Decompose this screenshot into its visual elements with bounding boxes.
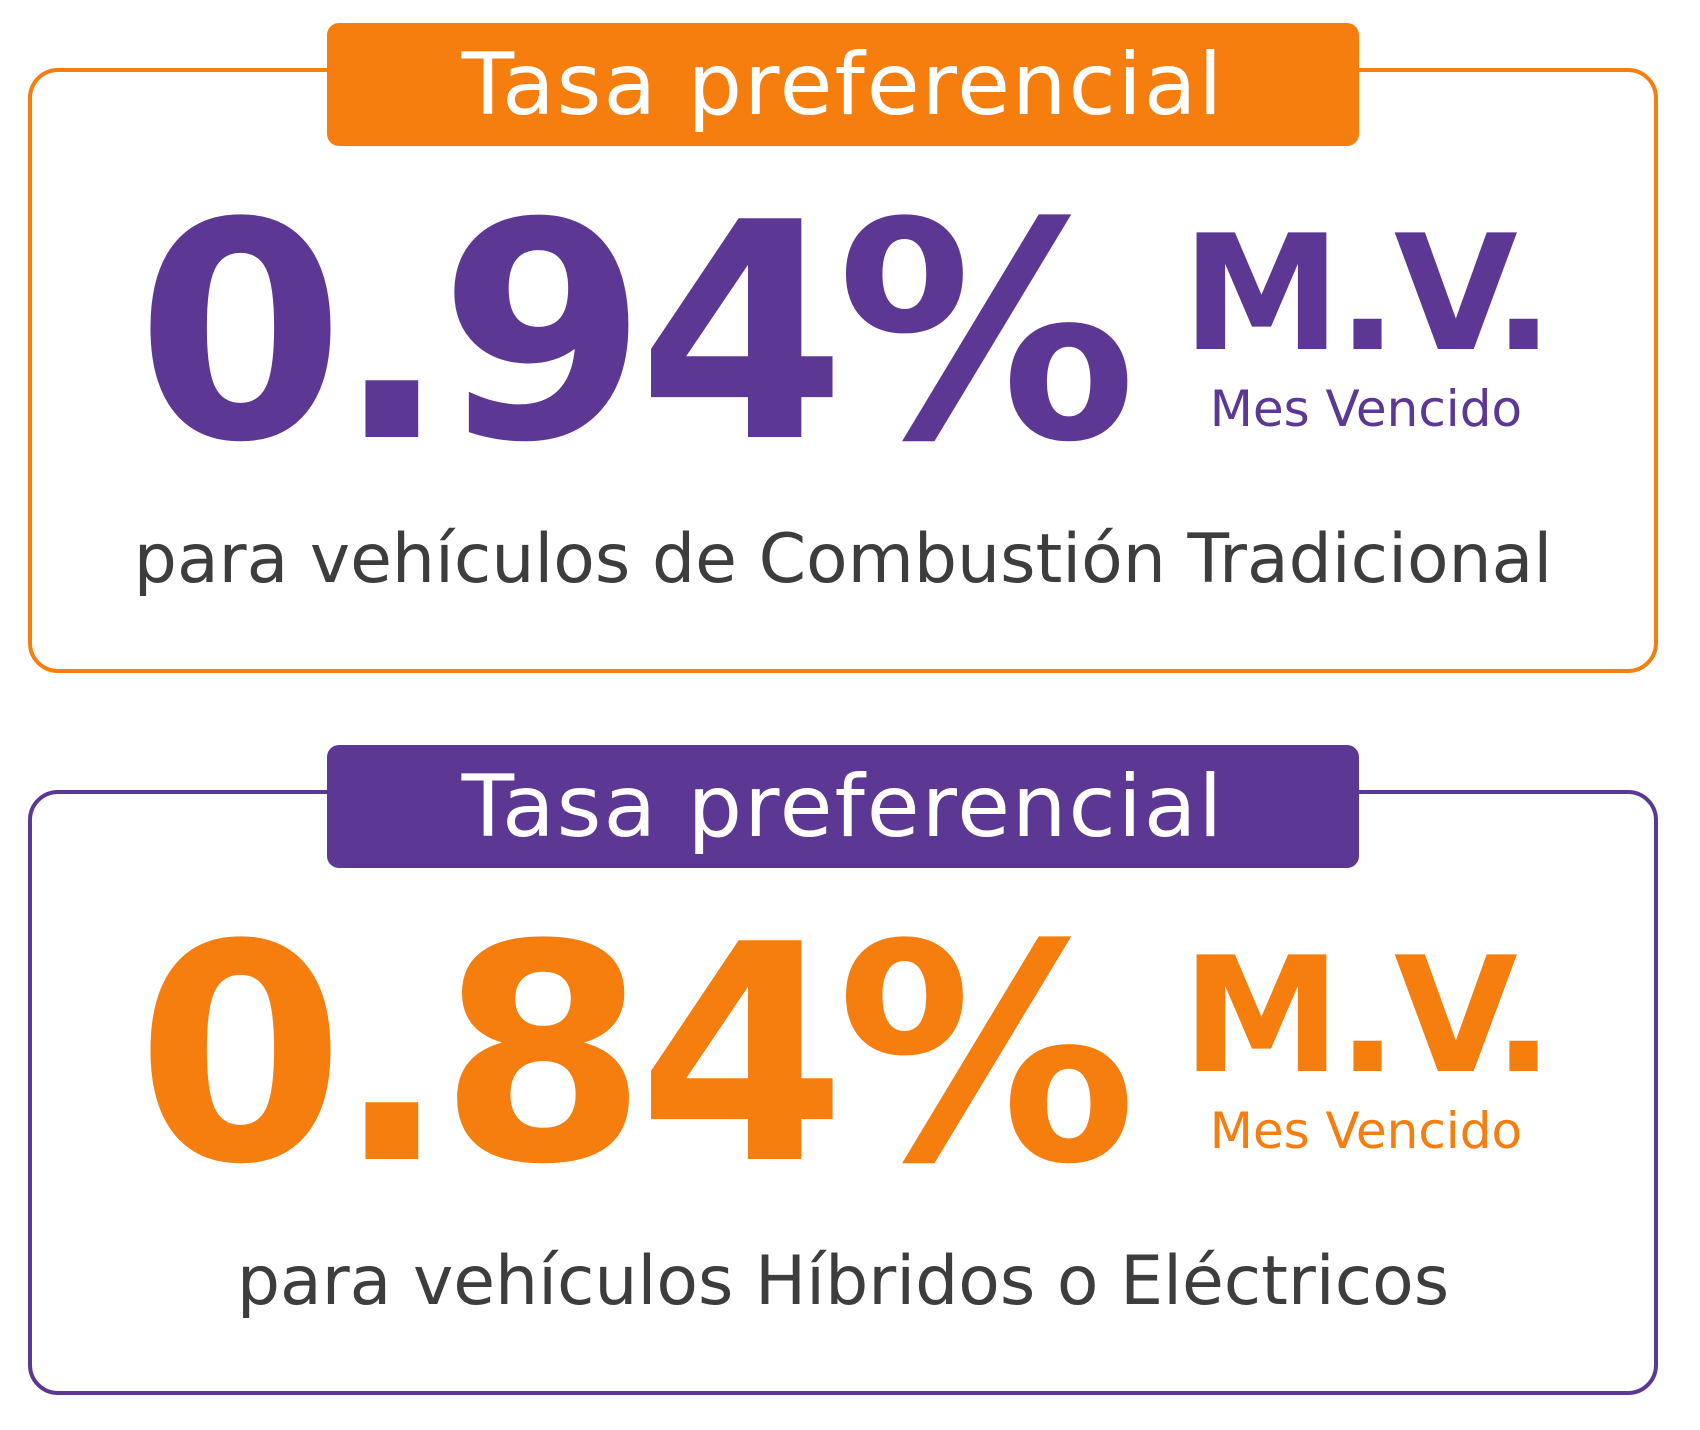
rate-period-full: Mes Vencido [1209,1102,1523,1160]
rate-row: 0.94% M.V. Mes Vencido [32,184,1654,484]
rate-period-full: Mes Vencido [1209,380,1523,438]
rate-card-hybrid-electric: Tasa preferencial 0.84% M.V. Mes Vencido… [28,745,1658,1395]
rate-period-block: M.V. Mes Vencido [1181,922,1554,1161]
banner-label: Tasa preferencial [461,34,1225,135]
rate-banner: Tasa preferencial [327,745,1359,868]
rate-card-traditional: Tasa preferencial 0.94% M.V. Mes Vencido… [28,23,1658,673]
rate-period-abbr: M.V. [1181,200,1554,387]
rate-caption: para vehículos Híbridos o Eléctricos [236,1242,1450,1321]
rate-caption: para vehículos de Combustión Tradicional [133,520,1553,599]
rate-period-block: M.V. Mes Vencido [1181,200,1554,439]
rate-banner: Tasa preferencial [327,23,1359,146]
banner-label: Tasa preferencial [461,756,1225,857]
rate-value: 0.84% [136,881,1137,1230]
rate-row: 0.84% M.V. Mes Vencido [32,906,1654,1206]
rate-period-abbr: M.V. [1181,922,1554,1109]
rate-value: 0.94% [136,159,1137,508]
